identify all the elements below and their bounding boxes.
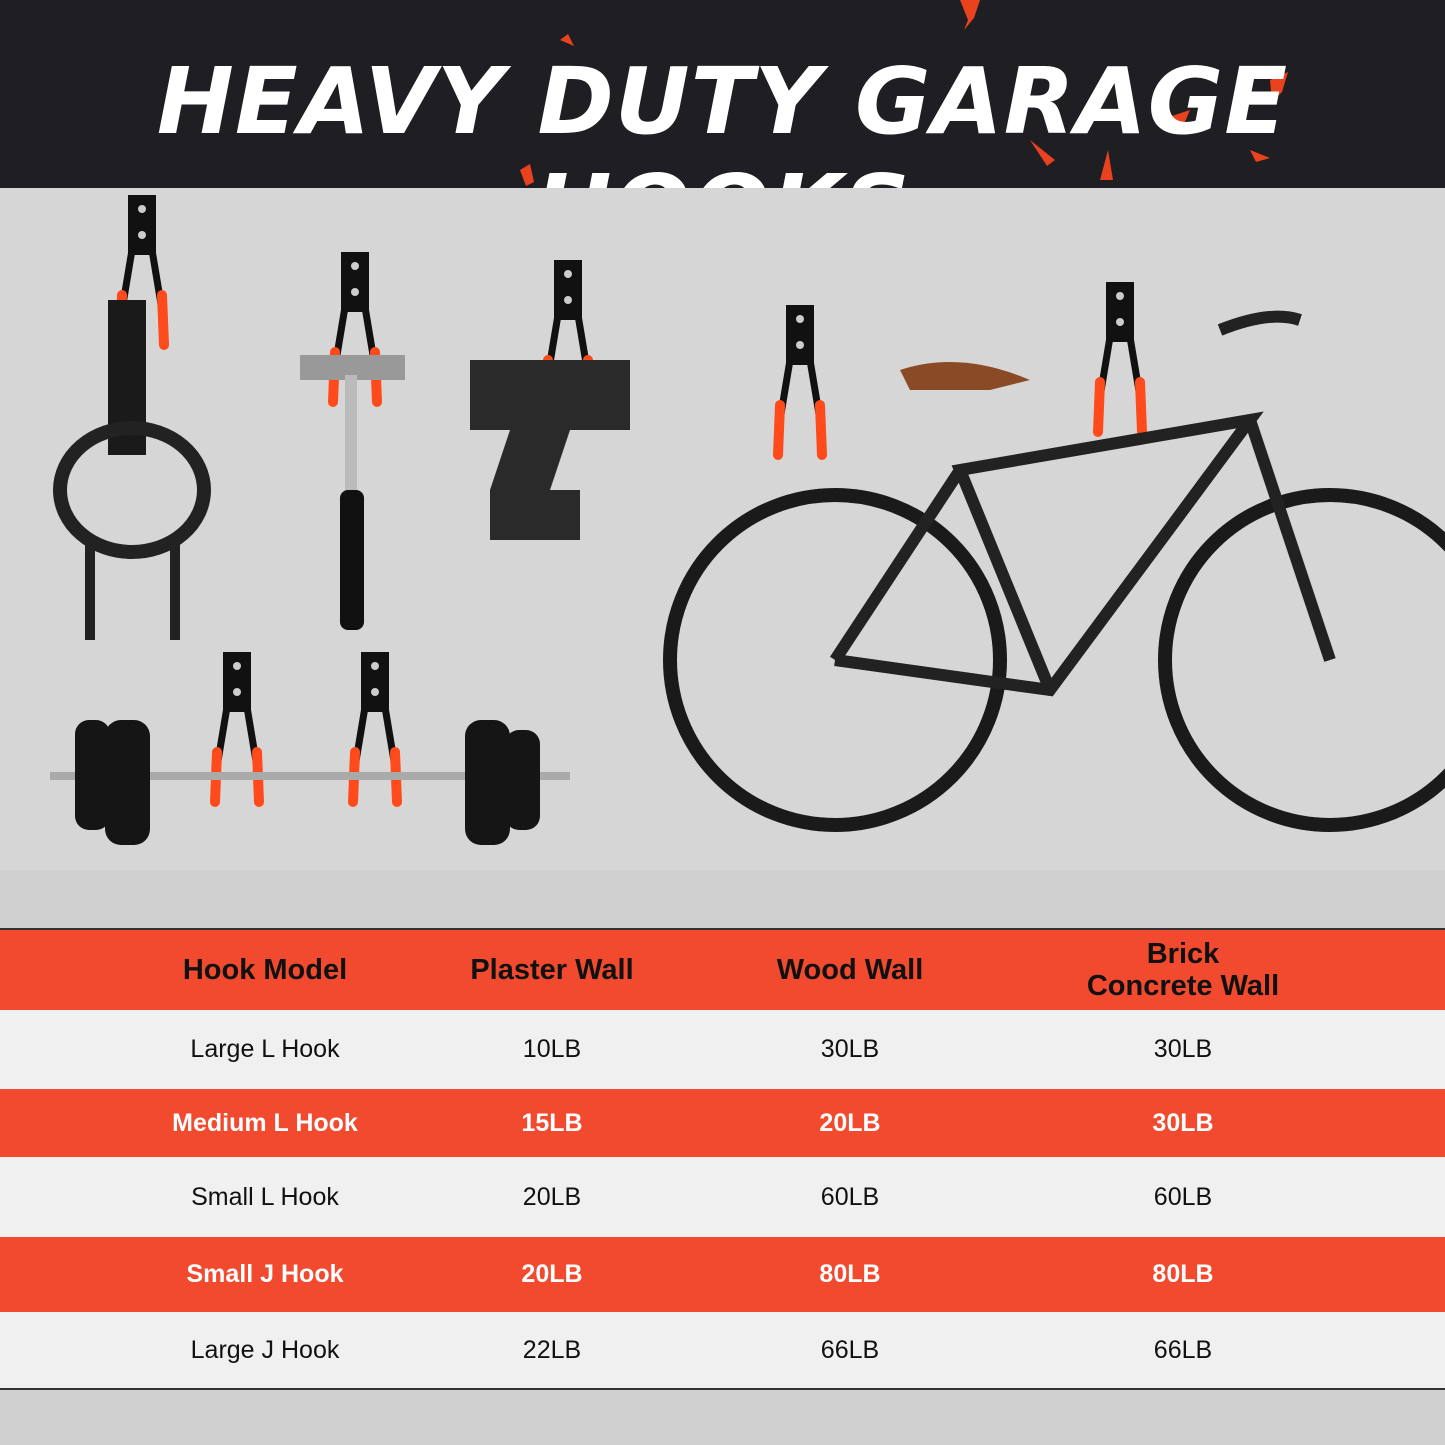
- cell-brick: 80LB: [1152, 1260, 1214, 1288]
- cell-wood: 30LB: [820, 1035, 880, 1063]
- table-row: Large L Hook 10LB 30LB 30LB: [0, 1010, 1445, 1089]
- table-row: Large J Hook 22LB 66LB 66LB: [0, 1312, 1445, 1388]
- table-header-row: Hook Model Plaster Wall Wood Wall Brick …: [0, 930, 1445, 1010]
- header-banner: HEAVY DUTY GARAGE HOOKS: [0, 0, 1445, 188]
- drill-hook: [470, 260, 630, 540]
- cell-wood: 80LB: [819, 1260, 881, 1288]
- cell-wood: 60LB: [820, 1182, 880, 1211]
- cell-plaster: 20LB: [522, 1182, 582, 1211]
- cell-model: Small J Hook: [186, 1260, 344, 1288]
- header-hook-model: Hook Model: [182, 953, 348, 986]
- cord-hook: [53, 195, 211, 640]
- cell-plaster: 22LB: [522, 1335, 582, 1364]
- cell-model: Large L Hook: [190, 1035, 340, 1063]
- cell-model: Small L Hook: [191, 1182, 339, 1211]
- table-row: Medium L Hook 15LB 20LB 30LB: [0, 1089, 1445, 1157]
- bicycle-hooks: [663, 282, 1445, 832]
- cell-brick: 30LB: [1153, 1035, 1213, 1063]
- cell-plaster: 15LB: [521, 1108, 583, 1137]
- cell-brick: 30LB: [1152, 1108, 1214, 1137]
- header-brick-concrete-wall: Brick Concrete Wall: [1086, 938, 1280, 1002]
- cell-brick: 66LB: [1153, 1335, 1213, 1364]
- product-photo: [0, 188, 1445, 870]
- header-wood-wall: Wood Wall: [776, 953, 924, 986]
- cell-brick: 60LB: [1153, 1182, 1213, 1211]
- table-row: Small J Hook 20LB 80LB 80LB: [0, 1237, 1445, 1312]
- table-row: Small L Hook 20LB 60LB 60LB: [0, 1157, 1445, 1237]
- cell-wood: 66LB: [820, 1335, 880, 1364]
- paint-splatter-decoration: [520, 0, 1288, 186]
- load-capacity-table: Hook Model Plaster Wall Wood Wall Brick …: [0, 928, 1445, 1390]
- cell-model: Medium L Hook: [172, 1108, 358, 1137]
- cell-plaster: 10LB: [522, 1035, 582, 1063]
- cell-model: Large J Hook: [190, 1335, 340, 1364]
- cell-wood: 20LB: [819, 1108, 881, 1137]
- page-title: HEAVY DUTY GARAGE HOOKS: [156, 48, 1289, 188]
- hammer-hook: [300, 252, 405, 630]
- cell-plaster: 20LB: [521, 1260, 583, 1288]
- barbell-hooks: [50, 652, 570, 845]
- header-plaster-wall: Plaster Wall: [470, 953, 634, 986]
